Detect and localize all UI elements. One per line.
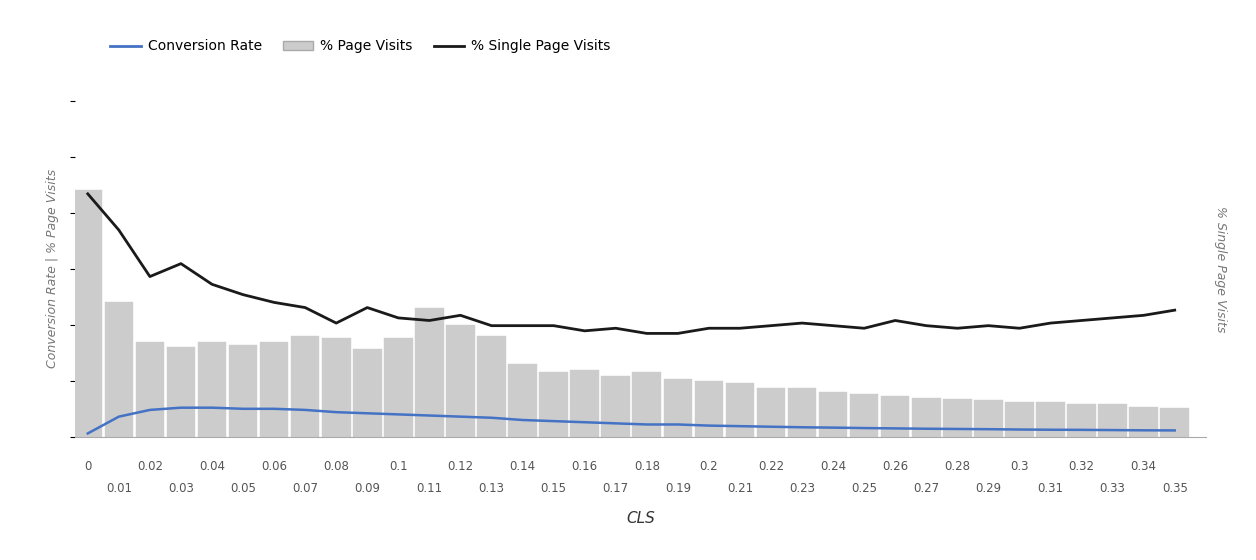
Bar — [602, 376, 631, 437]
Bar — [353, 349, 382, 437]
Bar — [1161, 408, 1189, 437]
Text: 0.19: 0.19 — [664, 482, 691, 495]
Text: 0.12: 0.12 — [447, 460, 474, 473]
Bar — [197, 342, 226, 437]
Text: 0.21: 0.21 — [727, 482, 754, 495]
Text: 0.25: 0.25 — [852, 482, 877, 495]
Bar — [229, 345, 257, 437]
Text: 0.03: 0.03 — [168, 482, 193, 495]
Bar — [850, 394, 878, 437]
Text: 0.16: 0.16 — [571, 460, 598, 473]
Bar — [74, 190, 102, 437]
Bar — [663, 379, 692, 437]
Text: 0.29: 0.29 — [976, 482, 1001, 495]
Bar — [1129, 407, 1158, 437]
Text: 0.13: 0.13 — [479, 482, 505, 495]
Text: 0.05: 0.05 — [230, 482, 256, 495]
Text: 0.01: 0.01 — [106, 482, 132, 495]
Text: 0.07: 0.07 — [293, 482, 318, 495]
Bar — [104, 302, 133, 437]
Text: CLS: CLS — [627, 511, 654, 526]
Text: 0.31: 0.31 — [1037, 482, 1064, 495]
Bar — [633, 372, 661, 437]
Text: 0.09: 0.09 — [354, 482, 381, 495]
Text: 0.23: 0.23 — [789, 482, 815, 495]
Bar — [384, 338, 413, 437]
Bar — [756, 388, 785, 437]
Text: 0.22: 0.22 — [757, 460, 784, 473]
Text: 0.11: 0.11 — [416, 482, 442, 495]
Text: 0.06: 0.06 — [261, 460, 288, 473]
Bar — [570, 370, 599, 437]
Bar — [695, 381, 723, 437]
Bar — [260, 342, 289, 437]
Text: 0.15: 0.15 — [540, 482, 566, 495]
Bar — [1005, 402, 1034, 437]
Bar — [943, 399, 972, 437]
Text: 0.2: 0.2 — [700, 460, 718, 473]
Text: 0.08: 0.08 — [323, 460, 349, 473]
Text: 0.34: 0.34 — [1130, 460, 1157, 473]
Bar — [322, 338, 350, 437]
Text: 0.26: 0.26 — [882, 460, 908, 473]
Y-axis label: Conversion Rate | % Page Visits: Conversion Rate | % Page Visits — [46, 169, 59, 368]
Bar — [167, 347, 195, 437]
Text: 0.14: 0.14 — [510, 460, 535, 473]
Legend: Conversion Rate, % Page Visits, % Single Page Visits: Conversion Rate, % Page Visits, % Single… — [106, 34, 615, 59]
Text: 0.04: 0.04 — [198, 460, 225, 473]
Bar — [1036, 402, 1065, 437]
Bar — [446, 325, 475, 437]
Bar — [136, 342, 165, 437]
Bar — [819, 392, 848, 437]
Bar — [414, 308, 443, 437]
Bar — [975, 400, 1002, 437]
Bar — [477, 336, 506, 437]
Bar — [726, 383, 754, 437]
Text: 0.32: 0.32 — [1069, 460, 1094, 473]
Text: 0.35: 0.35 — [1162, 482, 1188, 495]
Bar — [509, 364, 536, 437]
Bar — [1098, 404, 1127, 437]
Text: 0.17: 0.17 — [603, 482, 629, 495]
Bar — [788, 388, 816, 437]
Text: 0: 0 — [84, 460, 92, 473]
Text: 0.1: 0.1 — [389, 460, 408, 473]
Text: 0.02: 0.02 — [137, 460, 163, 473]
Bar — [539, 372, 568, 437]
Text: 0.3: 0.3 — [1010, 460, 1029, 473]
Bar — [291, 336, 319, 437]
Text: 0.24: 0.24 — [820, 460, 847, 473]
Bar — [912, 398, 941, 437]
Text: 0.28: 0.28 — [945, 460, 971, 473]
Bar — [1068, 404, 1095, 437]
Text: 0.33: 0.33 — [1100, 482, 1125, 495]
Bar — [880, 396, 909, 437]
Text: 0.27: 0.27 — [913, 482, 939, 495]
Y-axis label: % Single Page Visits: % Single Page Visits — [1213, 206, 1227, 332]
Text: 0.18: 0.18 — [634, 460, 659, 473]
